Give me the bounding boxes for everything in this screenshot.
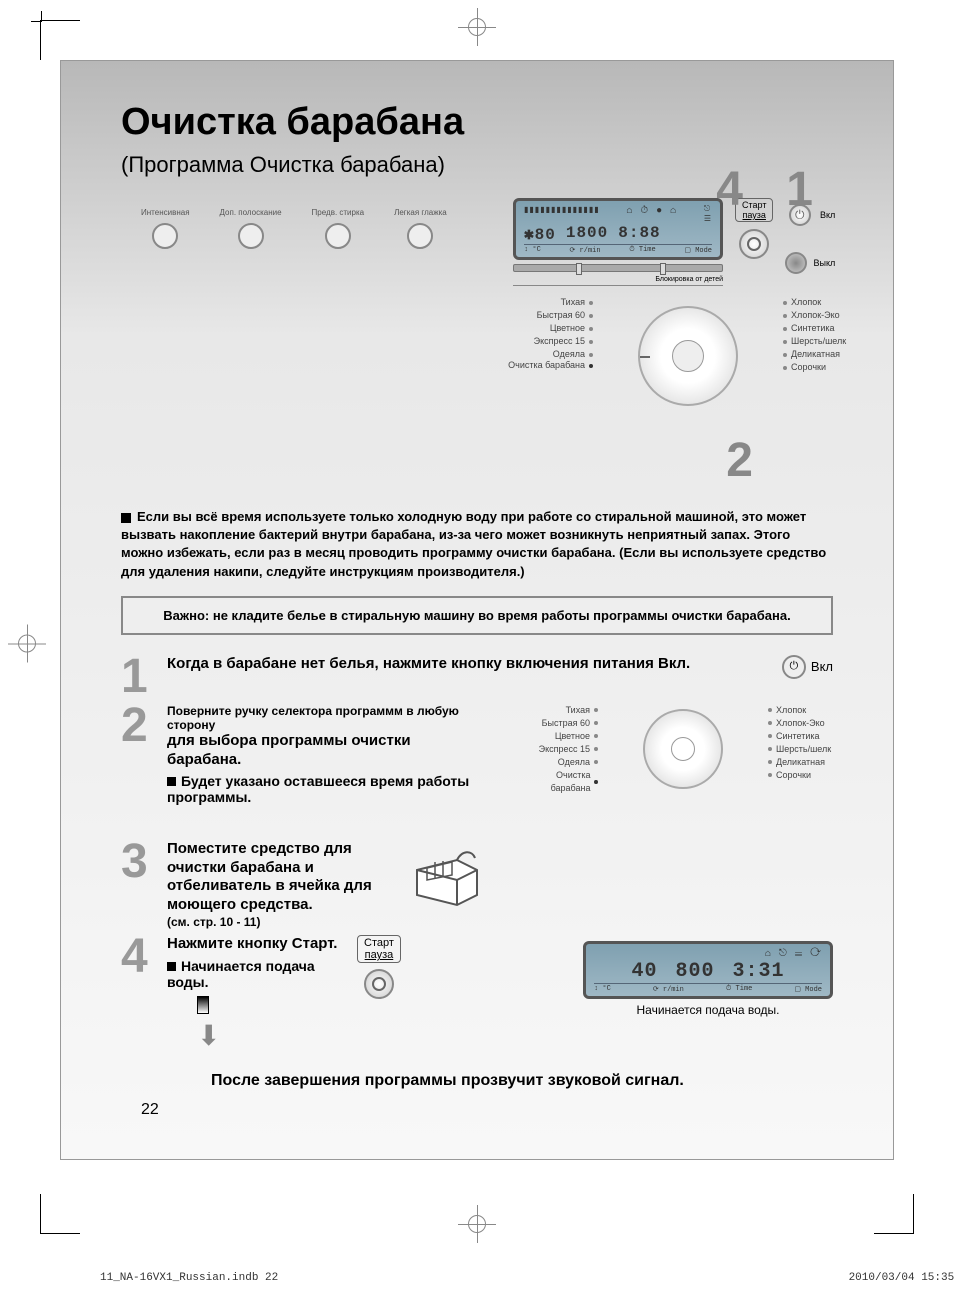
prog-label: Цветное (550, 322, 585, 335)
step-number: 4 (121, 935, 157, 978)
child-lock-label: Блокировка от детей (513, 276, 723, 286)
pause-label: пауза (743, 210, 766, 220)
lcd-icons: ⌂ ⏱ ● ⌂ (626, 205, 677, 224)
option-label: Интенсивная (141, 208, 190, 217)
option-button (152, 223, 178, 249)
important-box: Важно: не кладите белье в стиральную маш… (121, 596, 833, 635)
step-4: 4 Нажмите кнопку Старт. Начинается подач… (121, 935, 833, 1052)
prog-label: Экспресс 15 (534, 335, 585, 348)
lcd-time: 3:31 (733, 960, 785, 983)
reg-mark-top (464, 14, 490, 47)
lcd-icons: ⌂ ⎋ ☰ ⟳ (765, 948, 822, 960)
lcd-label: ↕ °C (524, 246, 541, 255)
page-subtitle: (Программа Очистка барабана) (121, 152, 893, 178)
step-number: 1 (121, 655, 157, 698)
warning-text: Если вы всё время используете только хол… (121, 508, 833, 581)
start-pause-button (739, 229, 769, 259)
start-button-inline: Стартпауза (357, 935, 401, 1005)
power-button-inline: ⏻Вкл (782, 655, 833, 679)
step-1: 1 Когда в барабане нет белья, нажмите кн… (121, 655, 833, 698)
temp-slider (513, 264, 723, 272)
option-label: Предв. стирка (312, 208, 365, 217)
lcd-spin: 800 (675, 960, 714, 983)
detergent-drawer-icon (407, 840, 487, 915)
arrow-down-icon: ⬇ (197, 1019, 347, 1052)
prog-label: Хлопок (791, 296, 821, 309)
option-label: Доп. полоскание (220, 208, 282, 217)
option-button (238, 223, 264, 249)
prog-label: Тихая (561, 296, 585, 309)
option-buttons-row: Интенсивная Доп. полоскание Предв. стирк… (141, 208, 447, 255)
lcd-temp: 40 (631, 960, 657, 983)
page-title: Очистка барабана (121, 101, 893, 144)
start-label: Старт (742, 200, 766, 210)
step-2: 2 Поверните ручку селектора программм в … (121, 704, 833, 834)
power-off-button (785, 252, 807, 274)
lcd-spin: 1800 (566, 224, 608, 244)
crop-mark (874, 1194, 914, 1234)
mini-programs-left: Тихая Быстрая 60 Цветное Экспресс 15 Оде… (523, 704, 598, 795)
page-number: 22 (141, 1101, 159, 1119)
lcd-caption: Начинается подача воды. (583, 1003, 833, 1017)
step-number: 2 (121, 704, 157, 747)
mode-icon: ⎋☰ (704, 205, 712, 224)
reg-mark-left (14, 631, 40, 664)
mini-programs-right: Хлопок Хлопок-Эко Синтетика Шерсть/шелк … (768, 704, 843, 782)
step-text: Поместите средство для очистки барабана … (167, 840, 397, 915)
content-frame: Очистка барабана (Программа Очистка бара… (60, 60, 894, 1160)
option-button (407, 223, 433, 249)
warning-content: Если вы всё время используете только хол… (121, 509, 826, 579)
step-text: Когда в барабане нет белья, нажмите кноп… (167, 655, 690, 672)
lcd-label: ⟳ r/min (569, 246, 600, 255)
lcd-display: ▮▮▮▮▮▮▮▮▮▮▮▮▮▮ ⌂ ⏱ ● ⌂ ⎋☰ ✱80 1800 8:88 ↕ … (513, 198, 723, 260)
step-note: Будет указано оставшееся время работы пр… (167, 773, 469, 805)
gradient-icon (197, 996, 209, 1014)
print-footer: 11_NA-16VX1_Russian.indb 22 2010/03/04 1… (60, 1272, 954, 1284)
manual-page: Очистка барабана (Программа Очистка бара… (0, 0, 954, 1294)
prog-label: Сорочки (791, 361, 826, 374)
step-text-line1: Поверните ручку селектора программм в лю… (167, 704, 487, 732)
step-ref: (см. стр. 10 - 11) (167, 915, 397, 929)
power-area: Вкл Выкл (785, 198, 835, 280)
prog-label: Быстрая 60 (537, 309, 585, 322)
crop-mark (40, 1194, 80, 1234)
lcd-display-step4: ⌂ ⎋ ☰ ⟳ 40 800 3:31 ↕ °C ⟳ r/min ⏱ Time … (583, 941, 833, 999)
step-number: 3 (121, 840, 157, 883)
off-label: Выкл (813, 258, 835, 268)
lcd-time: 8:88 (618, 224, 660, 244)
footer-file: 11_NA-16VX1_Russian.indb 22 (100, 1272, 278, 1284)
programs-left: Тихая Быстрая 60 Цветное Экспресс 15 Оде… (503, 296, 593, 370)
callout-4: 4 (716, 162, 743, 217)
step-3: 3 Поместите средство для очистки барабан… (121, 840, 833, 929)
program-dial (638, 306, 738, 406)
footer-date: 2010/03/04 15:35:22 (849, 1272, 954, 1284)
step-text: Нажмите кнопку Старт. (167, 935, 347, 954)
prog-label: Синтетика (791, 322, 835, 335)
final-text: После завершения программы прозвучит зву… (211, 1072, 833, 1090)
steps: 1 Когда в барабане нет белья, нажмите кн… (121, 655, 833, 1052)
power-on-button (789, 204, 811, 226)
btn-label: Вкл (811, 659, 833, 674)
control-panel-illustration: 4 1 2 Интенсивная Доп. полоскание Предв.… (91, 198, 863, 498)
option-label: Легкая глажка (394, 208, 447, 217)
prog-label: Очистка барабана (508, 361, 585, 370)
prog-label: Хлопок-Эко (791, 309, 840, 322)
step-text-line2: для выбора программы очистки барабана. (167, 732, 487, 770)
start-pause-button-inline (364, 969, 394, 999)
program-dial-area: Тихая Быстрая 60 Цветное Экспресс 15 Оде… (513, 296, 863, 456)
lcd-temp: ✱80 (524, 224, 556, 244)
option-button (325, 223, 351, 249)
mini-dial (643, 709, 723, 789)
reg-mark-bottom (464, 1211, 490, 1244)
crop-mark (40, 20, 80, 60)
programs-right: Хлопок Хлопок-Эко Синтетика Шерсть/шелк … (783, 296, 873, 374)
lcd-bar: ▮▮▮▮▮▮▮▮▮▮▮▮▮▮ (524, 205, 600, 224)
lcd-label: ⏱ Time (629, 246, 655, 255)
prog-label: Деликатная (791, 348, 840, 361)
step-note: Начинается подача воды. (167, 958, 315, 990)
mini-dial-area: Тихая Быстрая 60 Цветное Экспресс 15 Оде… (533, 704, 833, 834)
prog-label: Шерсть/шелк (791, 335, 846, 348)
lcd-label: ▢ Mode (684, 246, 712, 255)
on-label: Вкл (820, 210, 835, 220)
